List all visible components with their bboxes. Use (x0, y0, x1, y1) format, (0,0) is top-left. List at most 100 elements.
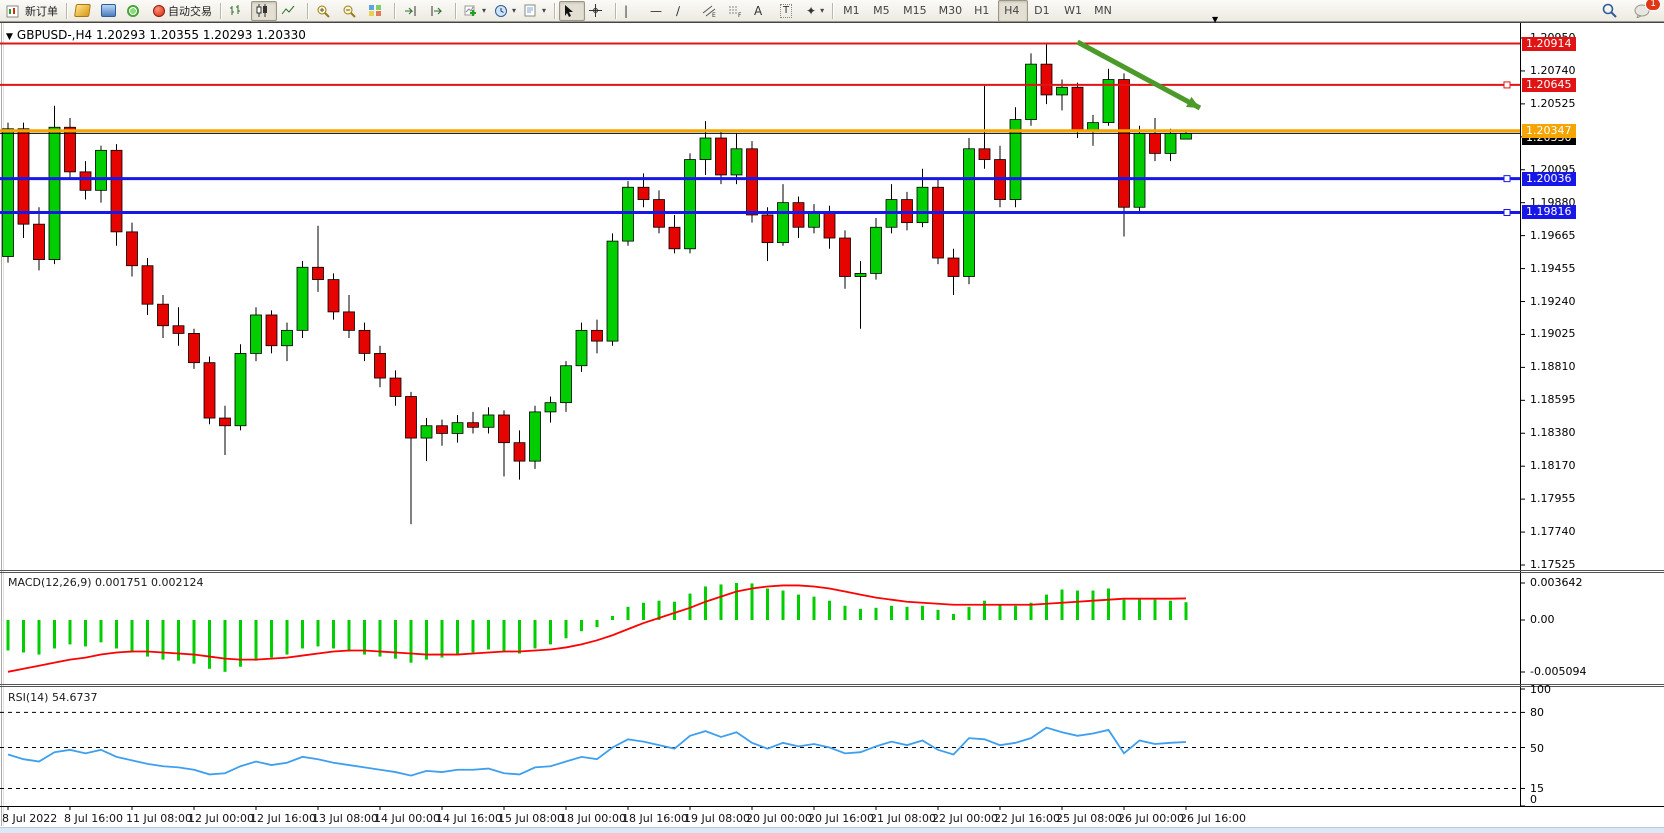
horizontal-scrollbar[interactable] (0, 827, 1664, 833)
price-level-badge[interactable]: 1.20347 (1522, 123, 1576, 138)
arrows-tool-button[interactable]: ✦ ▾ (802, 1, 828, 21)
chart-header-text: GBPUSD-,H4 1.20293 1.20355 1.20293 1.203… (16, 28, 306, 42)
macd-histogram-bar (1060, 589, 1064, 620)
trendline-icon: ∕ (676, 3, 681, 18)
line-handle[interactable] (1503, 175, 1511, 183)
candlestick-chart-button[interactable] (251, 0, 277, 21)
macd-histogram-bar (719, 584, 723, 620)
zoom-out-icon (343, 5, 356, 18)
auto-trading-label: 自动交易 (168, 4, 212, 18)
timeframe-button-w1[interactable]: W1 (1064, 4, 1082, 17)
timeframe-button-m30[interactable]: M30 (938, 4, 963, 17)
macd-histogram-bar (1122, 599, 1126, 620)
date-axis-label: 14 Jul 16:00 (436, 812, 502, 825)
timeframe-button-h4[interactable]: H4 (998, 0, 1029, 22)
cursor-tool-button[interactable] (559, 0, 586, 21)
bull-candle (808, 211, 820, 228)
price-level-badge[interactable]: 1.20036 (1522, 171, 1576, 186)
line-chart-button[interactable] (277, 1, 303, 21)
search-button[interactable] (1598, 1, 1624, 21)
chart-header: ▼ GBPUSD-,H4 1.20293 1.20355 1.20293 1.20… (6, 28, 306, 42)
timeframe-button-m1[interactable]: M1 (843, 4, 860, 17)
signals-button[interactable] (123, 1, 149, 21)
price-level-badge[interactable]: 1.20645 (1522, 77, 1576, 92)
bar-chart-button[interactable] (225, 1, 251, 21)
macd-histogram-bar (409, 620, 413, 663)
bear-candle (219, 417, 231, 427)
macd-histogram-bar (316, 620, 320, 647)
line-handle[interactable] (1503, 208, 1511, 216)
timeframe-group: M1 M5 M15 M30 H1 H4 D1 W1 MN (837, 0, 1118, 22)
trendline-tool-button[interactable]: ∕ (672, 1, 698, 21)
zoom-in-icon (317, 5, 330, 18)
label-tool-button[interactable]: T (776, 1, 802, 21)
price-level-badge[interactable]: 1.19816 (1522, 205, 1576, 220)
macd-histogram-bar (254, 620, 258, 661)
auto-trading-button[interactable]: 自动交易 (149, 1, 216, 21)
macd-histogram-bar (533, 620, 537, 649)
vertical-line-tool-button[interactable]: | (620, 1, 646, 21)
macd-histogram-bar (983, 600, 986, 620)
price-level-badge[interactable]: 1.20914 (1522, 36, 1576, 51)
macd-histogram-bar (22, 620, 25, 653)
toolbar-separator (832, 2, 834, 19)
rsi-pane (0, 711, 1520, 789)
macd-histogram-bar (487, 620, 490, 650)
bear-candle (947, 257, 960, 277)
indicators-button[interactable]: ▾ (460, 1, 490, 21)
new-order-button[interactable]: 新订单 (2, 1, 62, 21)
macd-histogram-bar (1169, 600, 1172, 620)
chevron-down-icon: ▾ (512, 6, 517, 15)
candle-series (2, 43, 1192, 525)
bear-candle (513, 442, 526, 462)
templates-button[interactable]: ▾ (520, 1, 550, 21)
macd-histogram-bar (301, 620, 304, 649)
macd-histogram-bar (812, 596, 816, 620)
price-tick-label: 1.17955 (1530, 492, 1576, 506)
bear-candle (436, 425, 448, 434)
bull-candle (451, 422, 464, 434)
macd-histogram-bar (99, 620, 103, 643)
bear-candle (715, 137, 727, 176)
text-tool-button[interactable]: A (750, 1, 776, 21)
charts-button[interactable] (71, 1, 97, 21)
crosshair-tool-button[interactable] (585, 1, 611, 21)
timeframe-button-mn[interactable]: MN (1094, 4, 1112, 17)
timeframe-button-m5[interactable]: M5 (873, 4, 890, 17)
macd-values: 0.001751 0.002124 (95, 576, 204, 589)
macd-histogram-bar (68, 620, 72, 645)
trend-arrow[interactable] (1076, 39, 1202, 111)
macd-histogram-bar (1029, 602, 1033, 620)
bear-candle (405, 396, 417, 439)
price-tick-label: 1.18810 (1530, 360, 1576, 374)
auto-trading-icon (153, 4, 165, 17)
price-tick-label: 1.19455 (1530, 261, 1576, 275)
tile-windows-button[interactable] (364, 1, 390, 21)
bear-candle (746, 148, 758, 216)
horizontal-line-tool-button[interactable]: — (646, 1, 672, 21)
zoom-in-button[interactable] (312, 1, 338, 21)
chart-shift-button[interactable] (425, 1, 451, 21)
chart-shift-icon (431, 6, 443, 16)
terminal-button[interactable] (97, 1, 123, 21)
timeframe-button-h1[interactable]: H1 (974, 4, 990, 17)
date-axis-label: 8 Jul 2022 (2, 812, 58, 825)
channel-tool-button[interactable]: E (698, 1, 724, 21)
timeframe-button-d1[interactable]: D1 (1034, 4, 1050, 17)
chart-menu-arrow-icon[interactable]: ▼ (6, 32, 13, 42)
line-handle[interactable] (1503, 81, 1511, 89)
bear-candle (327, 279, 340, 313)
zoom-out-button[interactable] (338, 1, 364, 21)
toolbar-overflow-chevron[interactable]: ▼ (1212, 15, 1219, 24)
timeframe-button-m15[interactable]: M15 (903, 4, 927, 17)
notifications-button[interactable]: 1 (1630, 0, 1661, 21)
date-axis-label: 26 Jul 16:00 (1180, 812, 1246, 825)
macd-histogram-bar (1045, 594, 1048, 620)
bull-candle (684, 159, 696, 250)
timeframes-menu-button[interactable]: ▾ (490, 1, 520, 21)
auto-scroll-button[interactable] (399, 1, 425, 21)
toolbar-separator (66, 2, 67, 19)
macd-histogram-bar (332, 620, 335, 649)
fibonacci-tool-button[interactable]: F (724, 1, 750, 21)
